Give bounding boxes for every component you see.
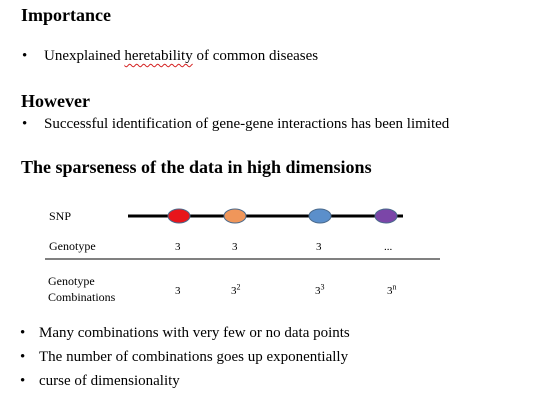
combination-value-2: 32 [231,282,241,297]
heading-importance: Importance [21,5,111,25]
bullet-text-start: Unexplained [44,48,125,64]
bullet-text: curse of dimensionality [39,373,180,389]
conclusion-bullet-3: • curse of dimensionality [20,373,180,390]
spellcheck-underlined-word: heretability [124,48,193,64]
snp-marker-2 [223,208,247,224]
genotype-value-1: 3 [175,241,181,253]
bullet-marker: • [20,325,26,341]
combination-base: 3 [231,285,237,297]
bullet-importance: • Unexplained heretability of common dise… [22,48,318,65]
label-genotype: Genotype [49,239,96,253]
heading-however: However [21,91,90,111]
conclusion-bullet-1: • Many combinations with very few or no d… [20,325,350,342]
genotype-value-n: ... [384,241,393,253]
snp-marker-n [374,208,398,224]
combination-value-1: 3 [175,285,181,297]
bullet-marker: • [22,48,28,64]
snp-marker-3 [308,208,332,224]
bullet-marker: • [20,349,26,365]
combination-value-n: 3n [387,282,397,297]
genotype-value-3: 3 [316,241,322,253]
bullet-text: Many combinations with very few or no da… [39,325,350,341]
snp-marker-1 [167,208,191,224]
combination-exponent: 3 [320,282,325,292]
bullet-text-end: of common diseases [192,48,319,64]
heading-sparseness: The sparseness of the data in high dimen… [21,157,372,177]
bullet-marker: • [22,116,28,132]
label-line-2: Combinations [48,290,116,304]
bullet-text: Successful identification of gene-gene i… [44,116,450,132]
label-genotype-combinations: Genotype Combinations [48,273,115,305]
label-snp: SNP [49,209,72,223]
combination-base: 3 [315,285,321,297]
combination-base: 3 [387,285,393,297]
label-line-1: Genotype [48,274,95,288]
genotype-value-2: 3 [232,241,238,253]
combination-base: 3 [175,285,181,297]
combination-exponent: n [392,282,397,292]
bullet-marker: • [20,373,26,389]
combination-exponent: 2 [236,282,241,292]
conclusion-bullet-2: • The number of combinations goes up expo… [20,349,348,366]
combination-value-3: 33 [315,282,325,297]
bullet-however: • Successful identification of gene-gene … [22,116,449,133]
bullet-text: The number of combinations goes up expon… [39,349,349,365]
